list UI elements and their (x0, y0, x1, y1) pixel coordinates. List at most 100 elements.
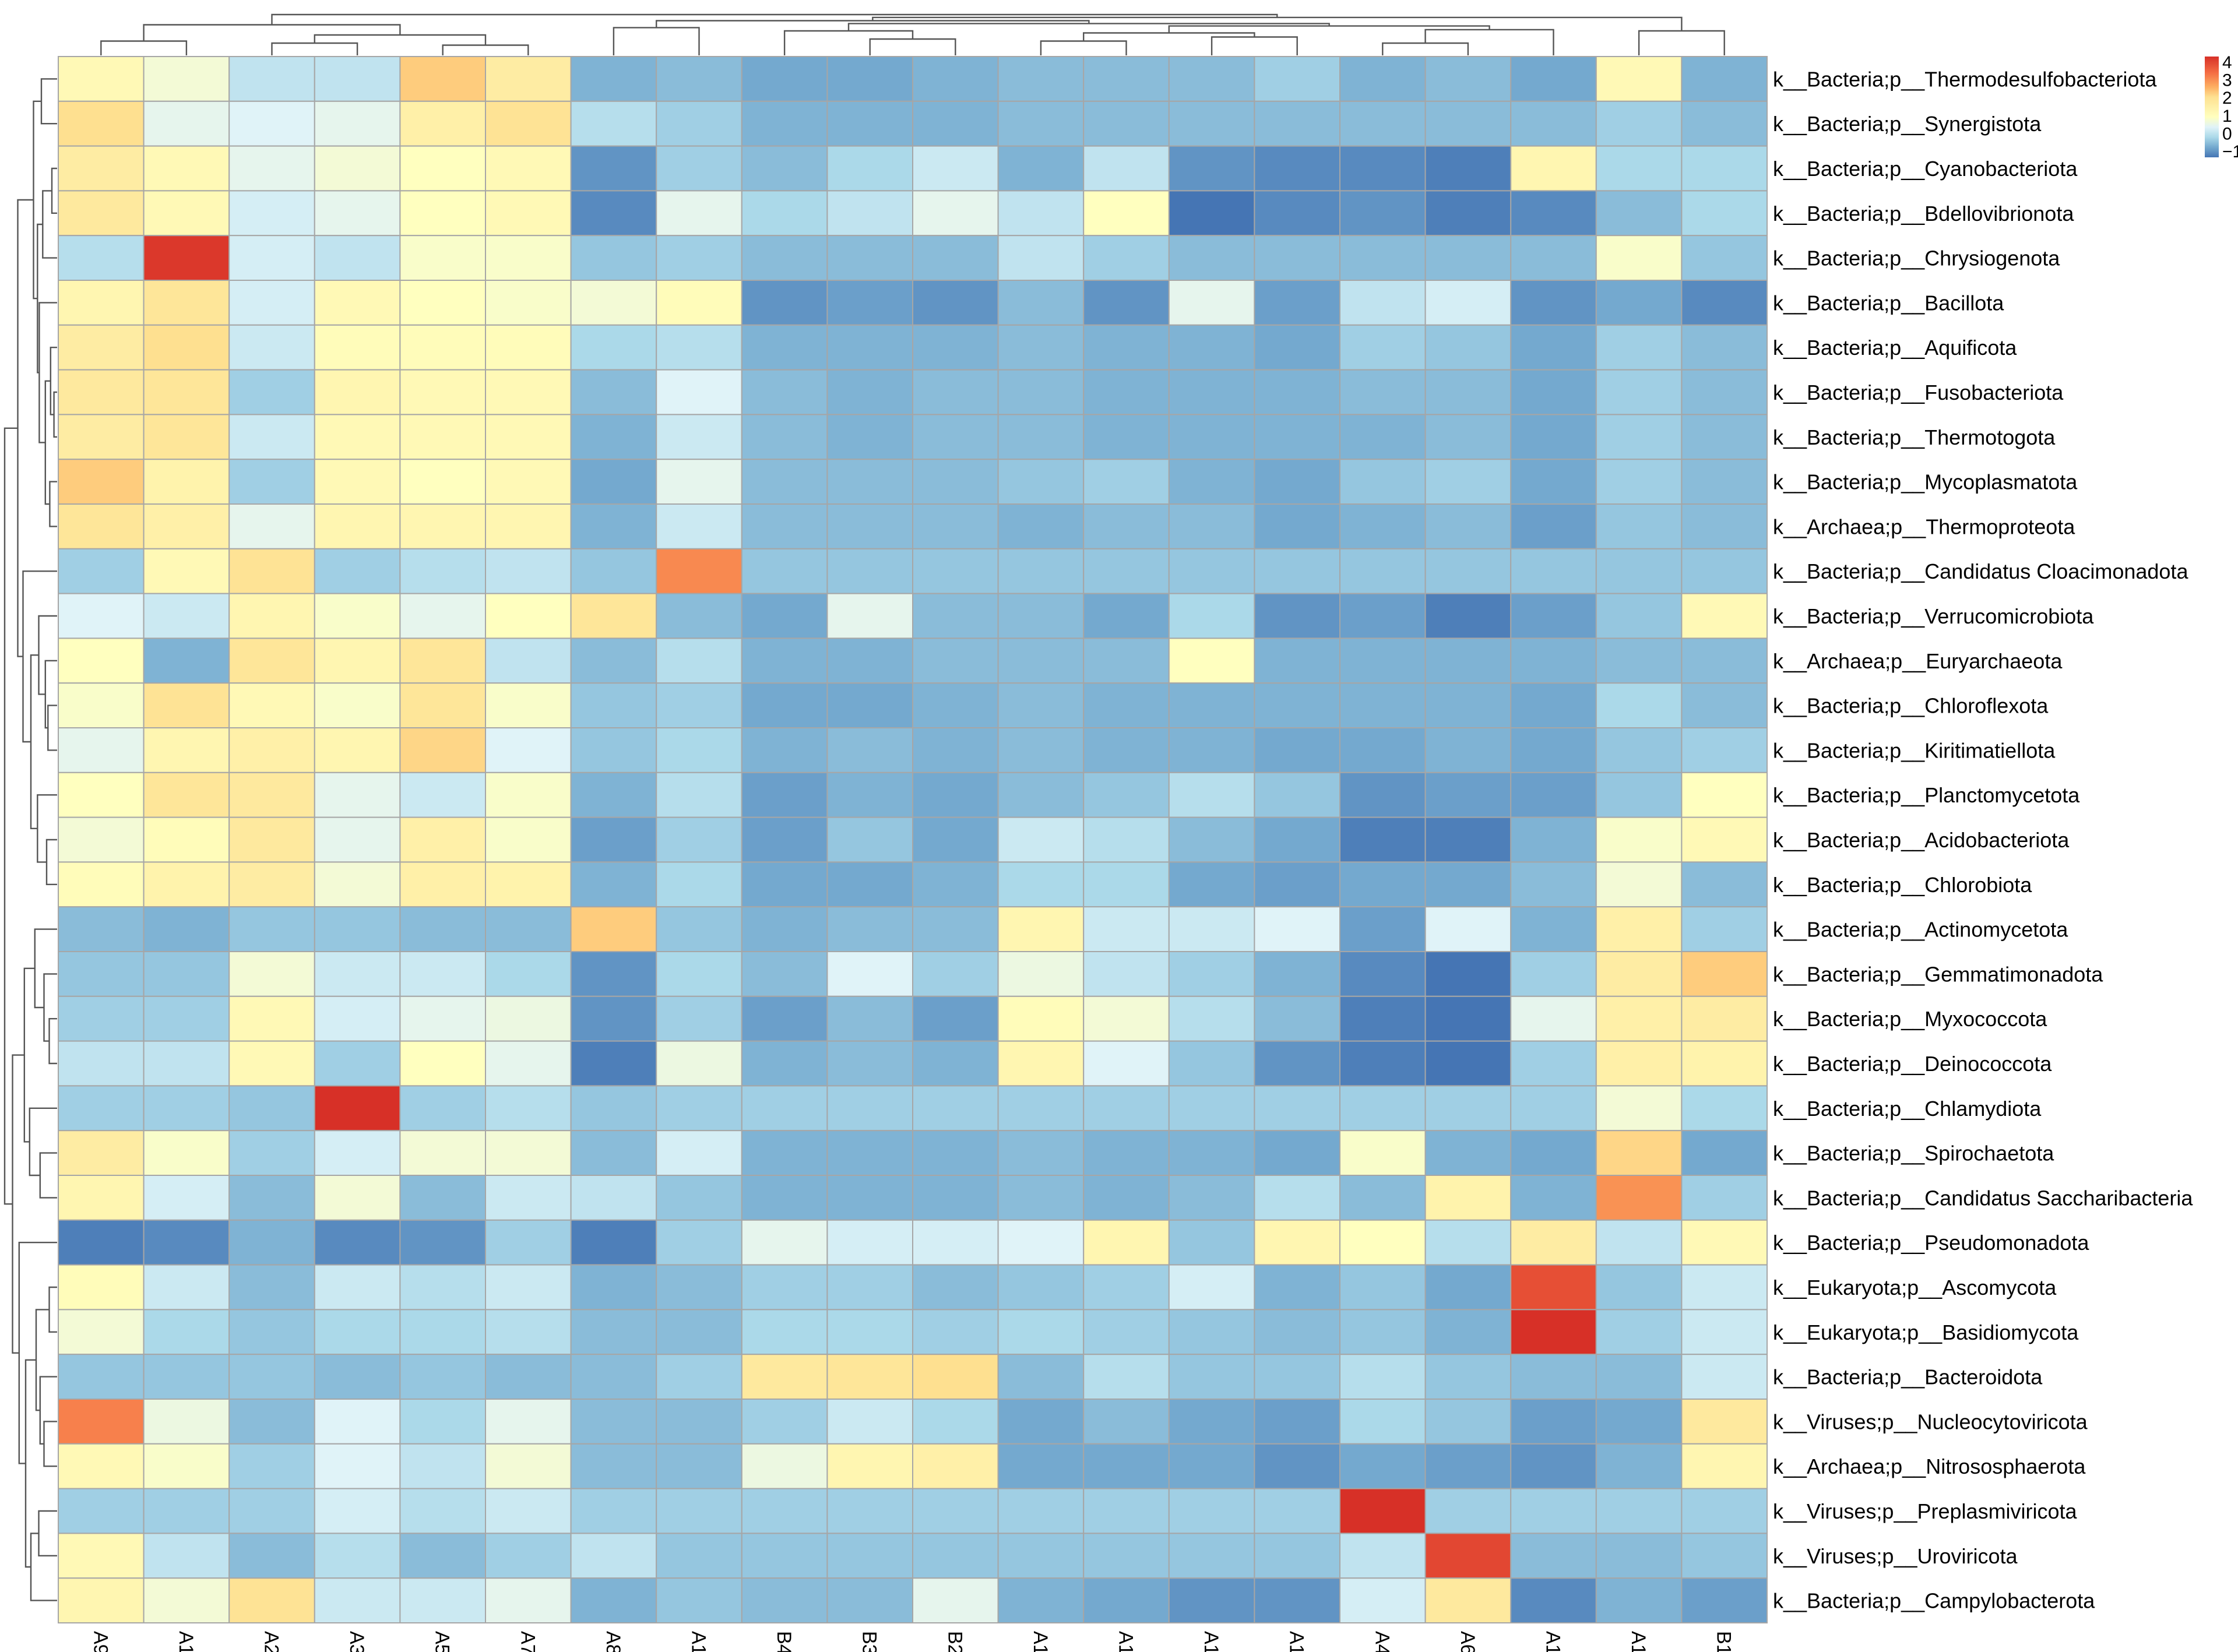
heatmap-cell (570, 861, 657, 908)
heatmap-cell (1168, 503, 1255, 550)
heatmap-cell (826, 369, 914, 415)
heatmap-cell (228, 459, 315, 505)
dendrogram-branch (613, 27, 700, 55)
heatmap-cell (1424, 816, 1512, 863)
heatmap-cell (912, 414, 999, 460)
heatmap-cell (228, 1085, 315, 1132)
heatmap-cell (570, 503, 657, 550)
heatmap-cell (1339, 1040, 1426, 1087)
heatmap-cell (570, 1264, 657, 1311)
heatmap-cell (399, 995, 487, 1042)
heatmap-cell (314, 324, 401, 371)
heatmap-cell (1339, 1443, 1426, 1489)
heatmap-cell (1254, 190, 1340, 237)
heatmap-cell (997, 951, 1085, 997)
heatmap-cell (997, 1264, 1085, 1311)
heatmap-cell (143, 1264, 230, 1311)
row-label: k__Bacteria;p__Verrucomicrobiota (1773, 604, 2094, 628)
heatmap-cell (228, 1443, 315, 1489)
heatmap-cell (1510, 369, 1597, 415)
heatmap-cell (1424, 145, 1512, 192)
heatmap-cell (656, 190, 743, 237)
heatmap-cell (1254, 1219, 1340, 1266)
heatmap-cell (1254, 280, 1340, 326)
heatmap-cell (570, 414, 657, 460)
heatmap-cell (1681, 1085, 1768, 1132)
heatmap-cell (485, 414, 572, 460)
heatmap-cell (485, 682, 572, 728)
heatmap-cell (997, 1399, 1085, 1445)
heatmap-cell (1595, 324, 1683, 371)
heatmap-cell (228, 951, 315, 997)
dendrogram-branch (143, 24, 401, 41)
heatmap-cell (1168, 369, 1255, 415)
heatmap-cell (143, 637, 230, 684)
heatmap-cell (656, 1577, 743, 1623)
heatmap-cell (1595, 951, 1683, 997)
heatmap-cell (741, 906, 828, 952)
heatmap-cell (399, 772, 487, 818)
heatmap-cell (912, 1399, 999, 1445)
heatmap-cell (143, 772, 230, 818)
heatmap-cell (570, 100, 657, 147)
heatmap-cell (1595, 1488, 1683, 1534)
heatmap-cell (912, 637, 999, 684)
heatmap-cell (997, 503, 1085, 550)
heatmap-cell (1595, 280, 1683, 326)
heatmap-cell (314, 682, 401, 728)
heatmap-cell (1424, 324, 1512, 371)
heatmap-cell (1168, 1264, 1255, 1311)
heatmap-cell (1510, 906, 1597, 952)
heatmap-cell (1681, 503, 1768, 550)
heatmap-cell (1681, 1130, 1768, 1176)
heatmap-cell (485, 1130, 572, 1176)
heatmap-cell (656, 56, 743, 102)
heatmap-cell (314, 593, 401, 639)
heatmap-cell (1424, 1488, 1512, 1534)
heatmap-cell (741, 816, 828, 863)
heatmap-cell (1595, 414, 1683, 460)
heatmap-cell (656, 280, 743, 326)
heatmap-cell (656, 1354, 743, 1400)
heatmap-cell (1681, 772, 1768, 818)
heatmap-cell (399, 369, 487, 415)
heatmap-cell (314, 637, 401, 684)
heatmap-cell (1681, 414, 1768, 460)
heatmap-cell (314, 906, 401, 952)
heatmap-cell (485, 1309, 572, 1355)
heatmap-cell (399, 906, 487, 952)
row-label: k__Viruses;p__Preplasmiviricota (1773, 1499, 2078, 1523)
heatmap-cell (1339, 906, 1426, 952)
heatmap-cell (143, 593, 230, 639)
heatmap-cell (1424, 459, 1512, 505)
heatmap-cell (1681, 727, 1768, 773)
heatmap-cell (314, 1130, 401, 1176)
heatmap-cell (912, 593, 999, 639)
heatmap-cell (1168, 772, 1255, 818)
dendrogram-branch (869, 38, 956, 55)
heatmap-cell (143, 280, 230, 326)
heatmap-cell (399, 816, 487, 863)
heatmap-cell (143, 951, 230, 997)
heatmap-cell (912, 145, 999, 192)
heatmap-cell (1424, 1264, 1512, 1311)
heatmap-cell (1083, 816, 1170, 863)
heatmap-cell (741, 727, 828, 773)
heatmap-cell (1339, 1085, 1426, 1132)
dendrogram-branch (22, 570, 57, 743)
heatmap-cell (997, 906, 1085, 952)
heatmap-cell (570, 1443, 657, 1489)
column-label: A5 (431, 1631, 453, 1652)
heatmap-cell (314, 816, 401, 863)
heatmap-cell (741, 1443, 828, 1489)
heatmap-cell (399, 593, 487, 639)
heatmap-cell (1339, 414, 1426, 460)
heatmap-cell (1339, 459, 1426, 505)
dendrogram-branch (40, 78, 57, 125)
heatmap-cell (656, 1264, 743, 1311)
legend-tick-label: 2 (2222, 89, 2232, 108)
heatmap-cell (1424, 1577, 1512, 1623)
heatmap-cell (997, 548, 1085, 594)
heatmap-cell (314, 1399, 401, 1445)
heatmap-cell (741, 56, 828, 102)
